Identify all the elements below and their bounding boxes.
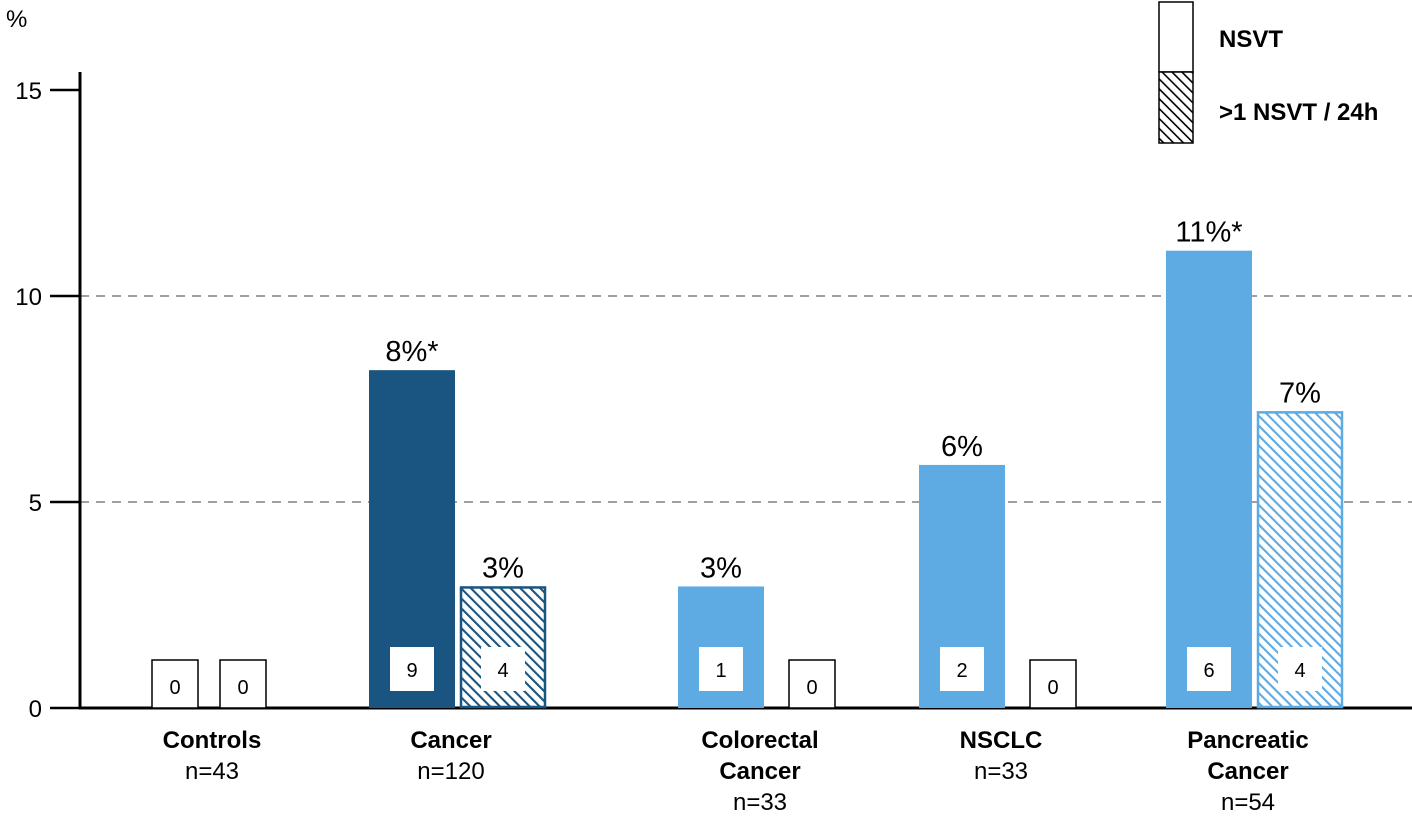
bar-count-label: 0 xyxy=(237,677,248,699)
zero-bar-box xyxy=(151,659,199,709)
zero-bar-box xyxy=(1029,659,1077,709)
bar-count-label: 0 xyxy=(806,677,817,699)
category-label: Cancer xyxy=(719,758,800,785)
y-tick-label: 0 xyxy=(29,696,42,723)
category-n-label: n=43 xyxy=(185,758,239,785)
bar-count-box xyxy=(390,647,434,691)
bar-value-label: 11%* xyxy=(1175,217,1242,249)
y-tick-label: 15 xyxy=(15,78,42,105)
legend-swatch-multi-nsvt xyxy=(1158,71,1194,144)
bar-count-label: 4 xyxy=(497,660,508,682)
axes: 051015Controlsn=43Cancern=120ColorectalC… xyxy=(15,72,1412,816)
bar-count-label: 0 xyxy=(169,677,180,699)
legend-label: NSVT xyxy=(1219,26,1283,53)
y-axis-unit: % xyxy=(6,6,27,33)
bar-count-label: 0 xyxy=(1047,677,1058,699)
category-label: Pancreatic xyxy=(1187,727,1308,754)
bar-value-label: 6% xyxy=(941,431,983,463)
zero-bar-box xyxy=(219,659,267,709)
bar-count-label: 4 xyxy=(1294,660,1305,682)
category-label: NSCLC xyxy=(960,727,1043,754)
category-n-label: n=120 xyxy=(417,758,484,785)
bar-value-label: 8%* xyxy=(385,336,438,368)
bar-value-label: 7% xyxy=(1279,377,1321,409)
zero-bar-box xyxy=(788,659,836,709)
bars: 0 0 9 8%* 4 3% 1 3% 0 2 6% 0 6 11%* 4 7% xyxy=(151,217,1344,709)
category-label: Cancer xyxy=(410,727,491,754)
y-tick-label: 5 xyxy=(29,490,42,517)
category-n-label: n=33 xyxy=(733,789,787,816)
category-label: Colorectal xyxy=(701,727,818,754)
bar-count-label: 9 xyxy=(406,660,417,682)
y-tick-label: 10 xyxy=(15,284,42,311)
legend-label: >1 NSVT / 24h xyxy=(1219,99,1378,126)
bar-count-label: 1 xyxy=(715,660,726,682)
category-n-label: n=33 xyxy=(974,758,1028,785)
bar-count-label: 6 xyxy=(1203,660,1214,682)
bar-value-label: 3% xyxy=(700,552,742,584)
bar-value-label: 3% xyxy=(482,552,524,584)
bar-count-box xyxy=(1187,647,1231,691)
category-label: Cancer xyxy=(1207,758,1288,785)
bar-nsvt xyxy=(1166,250,1252,708)
category-n-label: n=54 xyxy=(1221,789,1275,816)
bar-count-box xyxy=(481,647,525,691)
bar-count-label: 2 xyxy=(956,660,967,682)
bar-count-box xyxy=(1278,647,1322,691)
legend: NSVT >1 NSVT / 24h xyxy=(1158,1,1378,144)
bar-count-box xyxy=(699,647,743,691)
legend-swatch-nsvt xyxy=(1158,1,1194,73)
bar-count-box xyxy=(940,647,984,691)
category-label: Controls xyxy=(163,727,262,754)
